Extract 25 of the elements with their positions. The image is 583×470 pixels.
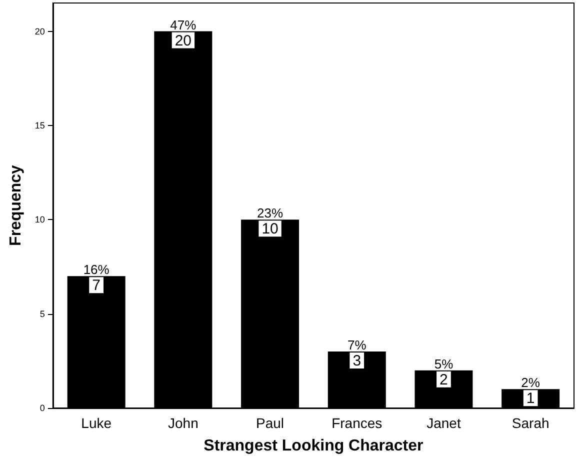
data-label: 20 — [174, 32, 192, 50]
annotation: 47% — [170, 17, 197, 32]
data-label: 3 — [352, 352, 362, 370]
y-tick-label: 20 — [34, 26, 45, 36]
data-label: 2 — [440, 371, 448, 388]
x-tick-label: Janet — [426, 415, 461, 431]
x-tick-label: Frances — [332, 415, 382, 431]
data-label: 1 — [526, 390, 535, 408]
x-axis-title: Strangest Looking Character — [204, 438, 424, 454]
y-tick-label: 15 — [34, 120, 45, 130]
data-label: 7 — [92, 277, 101, 294]
x-tick-label: Paul — [256, 415, 284, 431]
x-tick-label: Sarah — [512, 415, 550, 431]
x-tick-label: John — [168, 415, 198, 431]
y-tick-label: 10 — [34, 214, 45, 225]
y-tick-label: 0 — [40, 403, 45, 413]
x-tick-label: Luke — [81, 415, 112, 431]
annotation: 23% — [257, 206, 284, 221]
y-tick-label: 5 — [40, 308, 45, 319]
annotation: 7% — [347, 337, 367, 352]
annotation: 5% — [434, 356, 454, 372]
annotation: 2% — [521, 375, 540, 390]
y-axis-title: Frequency — [8, 164, 24, 246]
data-label: 10 — [262, 220, 278, 238]
annotation: 16% — [83, 262, 110, 278]
